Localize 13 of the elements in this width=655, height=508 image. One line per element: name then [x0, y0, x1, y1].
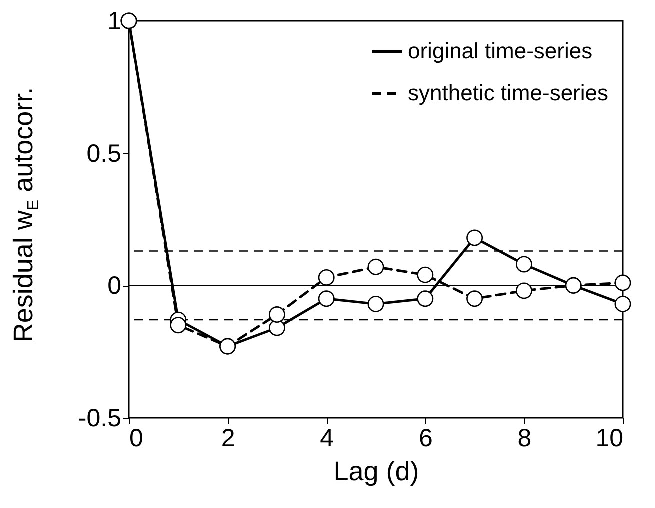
- x-tick-label: 6: [418, 424, 433, 452]
- x-tick-label: 8: [518, 424, 532, 452]
- legend-label: original time-series: [408, 38, 593, 64]
- legend-label: synthetic time-series: [408, 80, 609, 106]
- y-tick-label: -0.5: [78, 404, 122, 432]
- x-tick-label: 0: [130, 424, 144, 452]
- x-tick-label: 4: [320, 424, 334, 452]
- y-tick-label: 1: [108, 8, 122, 36]
- x-tick-label: 2: [221, 424, 236, 452]
- x-tick-label: 10: [596, 424, 624, 452]
- x-axis-title: Lag (d): [334, 456, 420, 486]
- y-tick-label: 0.5: [86, 140, 122, 168]
- y-tick-label: 0: [108, 272, 122, 300]
